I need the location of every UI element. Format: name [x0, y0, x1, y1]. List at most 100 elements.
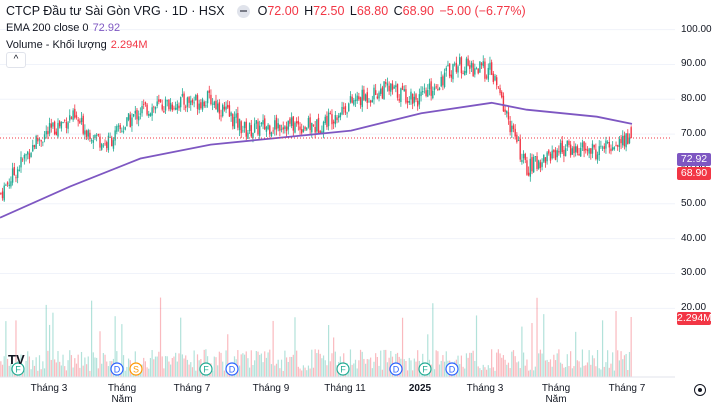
candle-body: [353, 100, 355, 105]
volume-bar: [270, 364, 273, 377]
ema-label: EMA 200 close 0: [6, 22, 89, 34]
candle-body: [227, 104, 229, 108]
volume-bar: [630, 317, 632, 377]
candle-body: [383, 81, 385, 100]
candle-body: [356, 95, 358, 101]
event-marker-icon[interactable]: [225, 362, 239, 376]
candle-body: [343, 107, 345, 109]
candle-body: [492, 73, 495, 82]
event-marker-icon[interactable]: [11, 362, 25, 376]
volume-bar: [42, 361, 44, 377]
candle-body: [331, 114, 333, 125]
volume-bar: [96, 357, 98, 377]
candle-body: [6, 182, 9, 185]
volume-bar: [610, 363, 612, 377]
volume-bar: [292, 354, 294, 377]
candle-body: [0, 193, 2, 194]
candle-body: [568, 141, 570, 146]
volume-bar: [319, 353, 321, 377]
candle-body: [13, 167, 15, 175]
event-marker-icon[interactable]: [418, 362, 432, 376]
candle-body: [623, 135, 626, 147]
candle-body: [112, 140, 115, 149]
volume-bar: [62, 354, 64, 377]
volume-bar: [79, 367, 81, 377]
candle-body: [561, 140, 563, 153]
candle-body: [522, 153, 525, 159]
candle-body: [563, 149, 565, 156]
event-marker-icon[interactable]: [199, 362, 213, 376]
volume-bar: [475, 315, 478, 377]
candle-body: [450, 74, 453, 78]
volume-bar: [608, 367, 610, 377]
symbol-title[interactable]: CTCP Đầu tư Sài Gòn VRG · 1D · HSX: [6, 4, 225, 18]
volume-bar: [127, 358, 130, 377]
volume-bar: [554, 360, 557, 377]
volume-bar: [491, 349, 493, 377]
volume-legend-row[interactable]: Volume - Khối lượng 2.294M: [6, 37, 528, 54]
volume-bar: [479, 368, 481, 377]
candle-body: [166, 100, 168, 102]
candle-body: [598, 146, 600, 156]
candle-body: [267, 124, 269, 130]
volume-bar: [376, 357, 378, 377]
candle-body: [373, 87, 375, 100]
candle-body: [600, 145, 602, 147]
candle-body: [43, 134, 46, 140]
candle-body: [260, 122, 263, 125]
volume-bar: [309, 368, 311, 377]
candle-body: [425, 90, 427, 96]
volume-bar: [497, 349, 499, 377]
volume-bar: [99, 331, 101, 377]
volume-bar: [240, 354, 242, 377]
tradingview-logo[interactable]: TV: [8, 352, 25, 367]
volume-bar: [324, 360, 326, 377]
volume-bar: [358, 360, 360, 377]
candle-body: [344, 106, 347, 113]
volume-bar: [35, 357, 37, 377]
candle-body: [349, 96, 352, 103]
volume-bar: [317, 349, 320, 377]
candle-body: [401, 85, 404, 90]
candle-body: [132, 114, 135, 117]
ema-legend-row[interactable]: EMA 200 close 0 72.92: [6, 20, 528, 37]
event-marker-icon[interactable]: [445, 362, 459, 376]
ema-line: [0, 101, 633, 219]
event-marker-icon[interactable]: [129, 362, 143, 376]
candle-body: [134, 110, 137, 114]
candle-body: [465, 58, 468, 73]
candle-body: [163, 111, 165, 113]
gear-icon[interactable]: [694, 384, 706, 396]
event-marker-icon[interactable]: [336, 362, 350, 376]
eye-icon[interactable]: [236, 5, 250, 18]
volume-bar: [472, 350, 474, 377]
volume-bar: [32, 360, 34, 377]
candle-body: [445, 67, 447, 71]
volume-bar: [477, 366, 479, 377]
volume-bar: [275, 363, 278, 377]
candle-body: [341, 106, 343, 115]
volume-bar: [625, 353, 627, 377]
candle-body: [428, 83, 431, 90]
collapse-legend-button[interactable]: ^: [6, 52, 26, 68]
volume-bar: [170, 364, 172, 377]
volume-bar: [6, 358, 9, 377]
candle-body: [455, 62, 458, 72]
volume-bar: [494, 370, 496, 377]
volume-bar: [435, 350, 437, 377]
candle-body: [495, 77, 498, 86]
volume-bar: [565, 366, 567, 377]
volume-bar: [512, 350, 515, 377]
event-marker-icon[interactable]: [110, 362, 124, 376]
volume-bar: [591, 355, 594, 377]
volume-bar: [8, 365, 10, 377]
volume-bar: [85, 364, 88, 377]
candle-body: [469, 65, 471, 69]
candle-body: [480, 63, 483, 66]
candle-body: [543, 154, 545, 162]
volume-bar: [188, 364, 190, 377]
event-marker-icon[interactable]: [389, 362, 403, 376]
candle-body: [371, 99, 374, 103]
volume-bar: [583, 365, 585, 377]
